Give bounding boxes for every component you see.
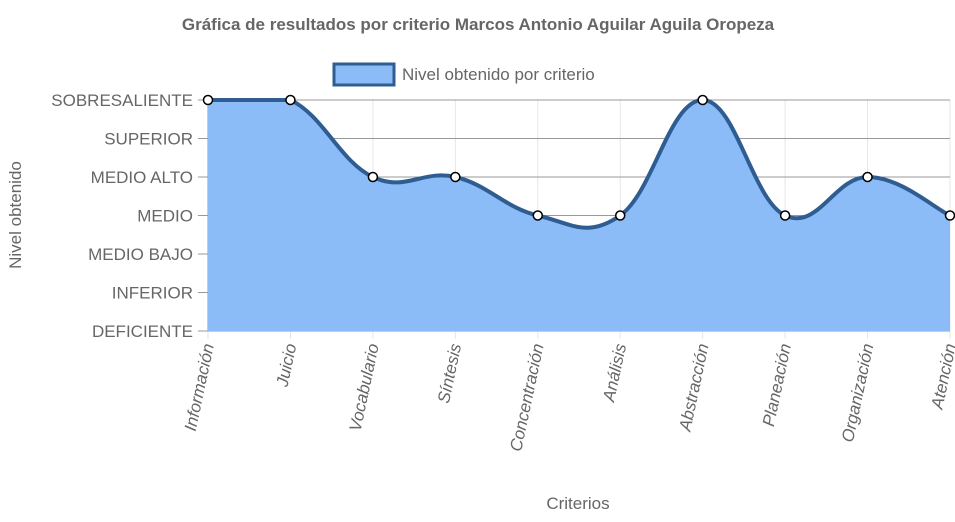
legend-swatch[interactable] [332, 62, 396, 87]
x-tick-label: Concentración [506, 342, 547, 453]
legend-label[interactable]: Nivel obtenido por criterio [402, 65, 595, 84]
x-tick-label: Atención [927, 342, 955, 412]
y-tick-label: MEDIO [137, 207, 193, 226]
data-point[interactable] [367, 171, 379, 183]
data-point[interactable] [202, 94, 214, 106]
series-area-fill [208, 100, 950, 331]
legend[interactable]: Nivel obtenido por criterio [332, 62, 595, 87]
y-axis: DEFICIENTE INFERIOR MEDIO BAJO MEDIO MEDIO A… [51, 91, 193, 341]
x-axis: Información Juicio Vocabulario Síntesis Conc… [181, 341, 955, 453]
y-tick-label: MEDIO ALTO [91, 168, 193, 187]
x-tick-label: Juicio [273, 342, 301, 389]
series-line [208, 97, 951, 230]
x-axis-label: Criterios [546, 494, 609, 513]
chart-title: Gráfica de resultados por criterio Marco… [182, 15, 775, 34]
x-tick-label: Información [181, 342, 218, 433]
y-tick-label: SOBRESALIENTE [51, 91, 193, 110]
x-tick-label: Análisis [599, 341, 630, 404]
points-layer [202, 94, 955, 221]
x-tick-label: Vocabulario [346, 342, 383, 433]
x-tick-label: Organización [838, 342, 877, 444]
x-tick-label: Síntesis [434, 341, 465, 405]
x-tick-label: Abstracción [675, 342, 712, 434]
y-tick-label: SUPERIOR [104, 130, 193, 149]
data-point[interactable] [697, 94, 708, 106]
x-tick-label: Planeación [759, 342, 795, 428]
data-point[interactable] [450, 171, 461, 183]
data-point[interactable] [285, 94, 296, 106]
y-tick-label: DEFICIENTE [92, 322, 193, 341]
data-point[interactable] [944, 210, 955, 221]
data-point[interactable] [779, 210, 791, 221]
y-tick-label: MEDIO BAJO [88, 245, 193, 264]
data-point[interactable] [614, 210, 626, 221]
y-tick-label: INFERIOR [112, 284, 193, 303]
data-point[interactable] [532, 210, 544, 221]
area-layer [208, 97, 951, 331]
y-axis-label: Nivel obtenido [6, 161, 25, 269]
data-point[interactable] [862, 171, 873, 183]
